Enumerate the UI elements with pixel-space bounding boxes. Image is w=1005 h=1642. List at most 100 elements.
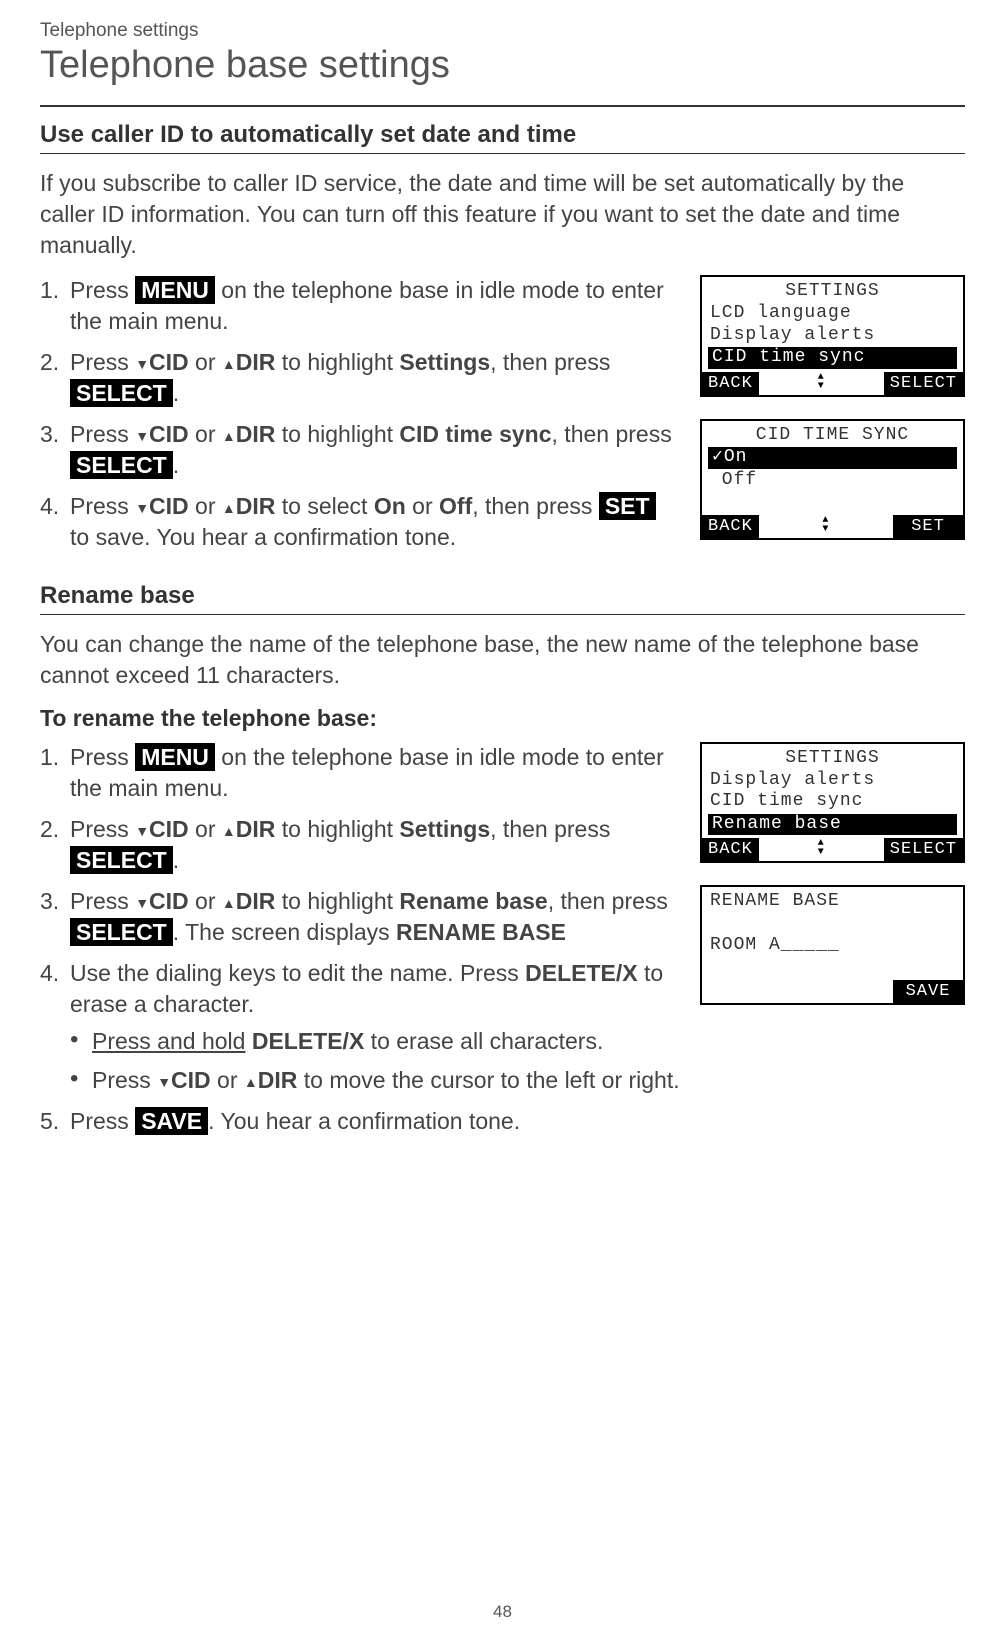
lcd-save: SAVE [893, 980, 963, 1003]
lcd-select: SELECT [884, 838, 963, 861]
text: . The screen displays [173, 919, 396, 945]
lcd-line-selected: ✓On [708, 447, 957, 469]
lcd-line-selected: Rename base [708, 814, 957, 836]
text: to highlight [275, 816, 399, 842]
up-icon [222, 888, 236, 914]
text: Press [70, 744, 135, 770]
text: Press [70, 493, 135, 519]
lcd-rename-base: RENAME BASE ROOM A_____ SAVE [700, 885, 965, 1004]
lcd-line: LCD language [708, 303, 957, 325]
select-key: SELECT [70, 379, 173, 407]
text: , then press [472, 493, 599, 519]
cid-label: CID [149, 888, 189, 914]
lcd-select: SELECT [884, 372, 963, 395]
save-key: SAVE [135, 1107, 208, 1135]
dir-label: DIR [236, 493, 276, 519]
section1-steps: Press MENU on the telephone base in idle… [40, 275, 680, 563]
section2-lcd-stack: SETTINGS Display alerts CID time sync Re… [700, 742, 965, 1148]
lcd-line-empty [708, 956, 957, 978]
lcd-title: SETTINGS [708, 281, 957, 301]
text: Press [70, 816, 135, 842]
lcd-back: BACK [702, 515, 759, 538]
text: to select [275, 493, 373, 519]
lcd-title: CID TIME SYNC [708, 425, 957, 445]
lcd-body: CID TIME SYNC ✓On Off [702, 421, 963, 515]
up-icon [222, 349, 236, 375]
text: to highlight [275, 888, 399, 914]
on-label: On [374, 493, 406, 519]
lcd-line: CID time sync [708, 791, 957, 813]
select-key: SELECT [70, 918, 173, 946]
select-key: SELECT [70, 451, 173, 479]
title-rule [40, 105, 965, 107]
s1-step1: Press MENU on the telephone base in idle… [70, 275, 680, 337]
dir-label: DIR [236, 421, 276, 447]
text: Press [70, 277, 135, 303]
down-icon [157, 1067, 171, 1093]
section1-intro: If you subscribe to caller ID service, t… [40, 168, 965, 261]
text: to highlight [275, 349, 399, 375]
text: Press [70, 888, 135, 914]
lcd-arrows-icon [759, 372, 884, 395]
bullet2: Press CID or DIR to move the cursor to t… [70, 1065, 680, 1096]
text: to erase all characters. [364, 1028, 603, 1054]
lcd-settings-rename: SETTINGS Display alerts CID time sync Re… [700, 742, 965, 864]
set-key: SET [599, 492, 656, 520]
text-underline: Press and hold [92, 1028, 245, 1054]
section2-intro: You can change the name of the telephone… [40, 629, 965, 691]
lcd-line: Off [708, 470, 957, 492]
text: or [189, 493, 222, 519]
text: . [173, 847, 179, 873]
breadcrumb: Telephone settings [40, 20, 965, 42]
section2-steps: Press MENU on the telephone base in idle… [40, 742, 680, 1148]
text: to move the cursor to the left or right. [297, 1067, 679, 1093]
text: or [189, 349, 222, 375]
s2-step1: Press MENU on the telephone base in idle… [70, 742, 680, 804]
lcd-footer: SAVE [702, 980, 963, 1003]
text: Press [92, 1067, 157, 1093]
delete-key: DELETE/X [525, 960, 637, 986]
down-icon [135, 816, 149, 842]
lcd-body: SETTINGS LCD language Display alerts CID… [702, 277, 963, 372]
text: or [406, 493, 439, 519]
lcd-back: BACK [702, 372, 759, 395]
down-icon [135, 888, 149, 914]
lcd-title: SETTINGS [708, 748, 957, 768]
lcd-footer: BACK SELECT [702, 372, 963, 395]
text: , then press [490, 349, 610, 375]
text: Press [70, 421, 135, 447]
up-icon [222, 493, 236, 519]
menu-key: MENU [135, 743, 215, 771]
lcd-arrows-icon [759, 838, 884, 861]
s2-step3: Press CID or DIR to highlight Rename bas… [70, 886, 680, 948]
text: or [189, 421, 222, 447]
cid-label: CID [149, 421, 189, 447]
cid-label: CID [149, 493, 189, 519]
s2-step4: Use the dialing keys to edit the name. P… [70, 958, 680, 1096]
text: . You hear a confirmation tone. [208, 1108, 520, 1134]
lcd-title-left: RENAME BASE [708, 891, 957, 913]
section2-subheading: To rename the telephone base: [40, 705, 965, 732]
menu-key: MENU [135, 276, 215, 304]
text: or [211, 1067, 244, 1093]
section2-step-list: Press MENU on the telephone base in idle… [40, 742, 680, 1138]
text: or [189, 816, 222, 842]
text: or [189, 888, 222, 914]
section1-rule [40, 153, 965, 154]
section2-heading: Rename base [40, 582, 965, 610]
target: CID time sync [399, 421, 551, 447]
lcd-line-empty [708, 491, 957, 513]
section1-row: Press MENU on the telephone base in idle… [40, 275, 965, 563]
lcd-body: RENAME BASE ROOM A_____ [702, 887, 963, 979]
text: , then press [548, 888, 668, 914]
select-key: SELECT [70, 846, 173, 874]
cid-label: CID [149, 816, 189, 842]
section2-row: Press MENU on the telephone base in idle… [40, 742, 965, 1148]
section1-lcd-stack: SETTINGS LCD language Display alerts CID… [700, 275, 965, 563]
target: Settings [399, 349, 490, 375]
lcd-footer: BACK SET [702, 515, 963, 538]
dir-label: DIR [258, 1067, 298, 1093]
lcd-back: BACK [702, 838, 759, 861]
target: Rename base [399, 888, 547, 914]
text: Use the dialing keys to edit the name. P… [70, 960, 525, 986]
